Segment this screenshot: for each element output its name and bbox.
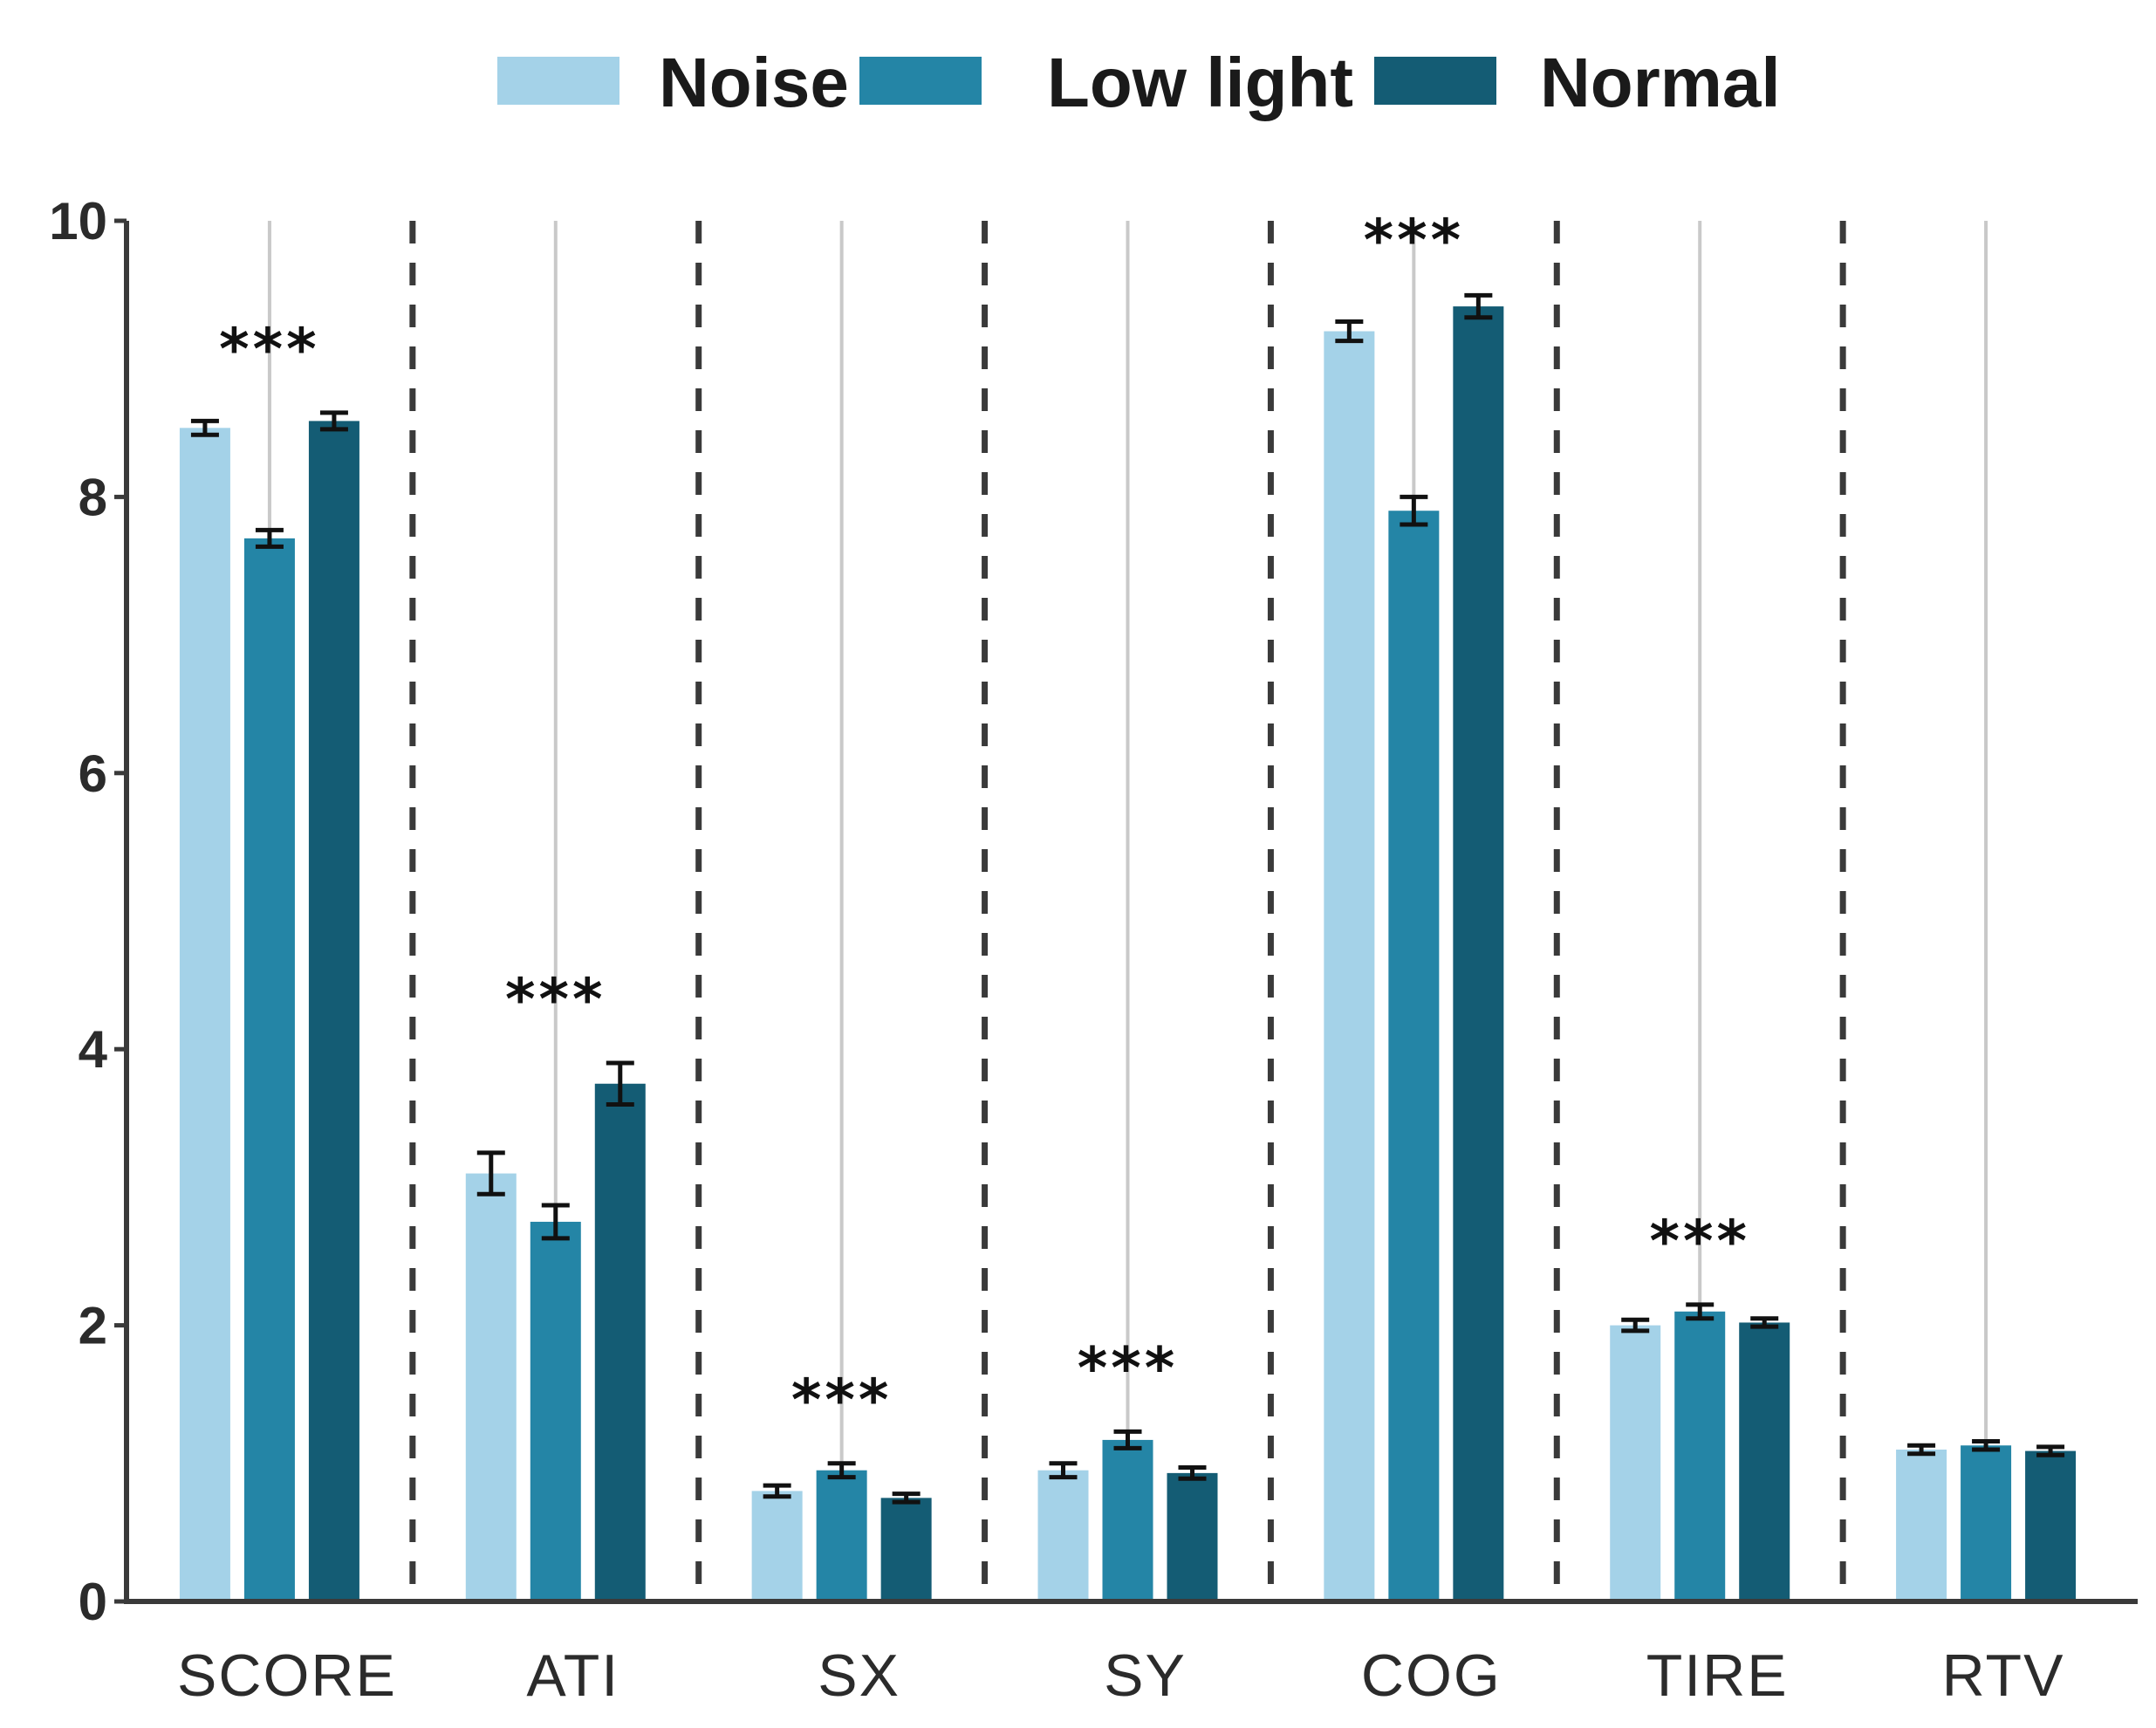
- significance-ati: ***: [505, 966, 606, 1033]
- legend-label-noise: Noise: [659, 44, 849, 121]
- bar-sx-noise: [751, 1491, 803, 1601]
- errorbar-ati-low-light: [541, 1203, 570, 1241]
- y-tick-label-2: 2: [79, 1297, 107, 1355]
- bar-ati-low-light: [530, 1221, 581, 1601]
- errorbar-rtv-noise: [1907, 1443, 1936, 1457]
- errorbar-sx-normal: [892, 1491, 921, 1505]
- bar-score-noise: [179, 428, 230, 1601]
- significance-tire: ***: [1649, 1208, 1750, 1275]
- errorbar-tire-low-light: [1686, 1302, 1715, 1321]
- errorbar-ati-normal: [606, 1060, 634, 1107]
- errorbar-tire-normal: [1750, 1316, 1779, 1329]
- bar-tire-noise: [1610, 1325, 1661, 1601]
- legend-label-normal: Normal: [1540, 44, 1781, 121]
- errorbar-rtv-normal: [2036, 1444, 2065, 1457]
- x-label-tire: TIRE: [1646, 1642, 1789, 1709]
- y-tick-label-0: 0: [79, 1573, 107, 1631]
- errorbar-tire-noise: [1621, 1317, 1650, 1334]
- x-axis-labels: SCORE ATI SX SY COG TIRE RTV: [177, 1642, 2065, 1709]
- y-tick-label-8: 8: [79, 468, 107, 526]
- errorbar-sy-low-light: [1113, 1429, 1142, 1450]
- legend-label-low-light: Low light: [1047, 44, 1353, 121]
- bar-sx-low-light: [816, 1470, 867, 1601]
- significance-cog: ***: [1364, 207, 1465, 274]
- bar-rtv-low-light: [1961, 1445, 2012, 1601]
- errorbar-sy-noise: [1049, 1461, 1078, 1480]
- error-bars: [190, 292, 2065, 1505]
- x-label-ati: ATI: [526, 1642, 619, 1709]
- group-separators: [409, 221, 1846, 1601]
- legend-swatch-normal: [1374, 57, 1496, 105]
- errorbar-sx-noise: [763, 1483, 791, 1499]
- bar-score-low-light: [243, 538, 295, 1601]
- bar-tire-normal: [1739, 1322, 1790, 1601]
- errorbar-score-low-light: [255, 527, 284, 549]
- x-label-cog: COG: [1361, 1642, 1502, 1709]
- y-tick-label-10: 10: [49, 192, 107, 250]
- significance-sx: ***: [791, 1367, 893, 1434]
- x-label-sy: SY: [1104, 1642, 1187, 1709]
- y-axis-ticks: 0 2 4 6 8 10: [49, 192, 127, 1631]
- axes: [124, 221, 2138, 1604]
- bar-ati-noise: [465, 1173, 517, 1601]
- legend-swatch-low-light: [859, 57, 982, 105]
- bar-sy-noise: [1037, 1470, 1089, 1601]
- legend-swatch-noise: [497, 57, 619, 105]
- errorbar-rtv-low-light: [1972, 1438, 2001, 1452]
- errorbar-score-noise: [190, 418, 219, 437]
- x-label-score: SCORE: [177, 1642, 397, 1709]
- y-tick-label-6: 6: [79, 744, 107, 803]
- bar-rtv-noise: [1896, 1449, 1947, 1601]
- errorbar-sx-low-light: [827, 1461, 856, 1480]
- bar-sy-low-light: [1102, 1439, 1153, 1601]
- errorbar-cog-normal: [1464, 292, 1493, 320]
- bar-rtv-normal: [2025, 1450, 2077, 1601]
- significance-annotations: *** *** *** *** *** ***: [219, 207, 1750, 1434]
- x-label-sx: SX: [818, 1642, 900, 1709]
- bar-cog-normal: [1453, 306, 1504, 1602]
- significance-score: ***: [219, 316, 320, 383]
- errorbar-ati-noise: [476, 1150, 505, 1197]
- bar-sy-normal: [1167, 1472, 1218, 1601]
- bars: [179, 306, 2077, 1602]
- x-label-rtv: RTV: [1942, 1642, 2065, 1709]
- y-tick-label-4: 4: [79, 1020, 108, 1079]
- errorbar-cog-low-light: [1400, 494, 1428, 527]
- bar-sx-normal: [880, 1498, 932, 1601]
- bar-ati-normal: [594, 1083, 646, 1601]
- errorbar-score-normal: [319, 410, 348, 432]
- bar-tire-low-light: [1674, 1311, 1726, 1601]
- bar-cog-noise: [1324, 331, 1375, 1601]
- errorbar-cog-noise: [1335, 319, 1364, 344]
- bar-cog-low-light: [1388, 511, 1440, 1601]
- legend: Noise Low light Normal: [497, 44, 1781, 121]
- significance-sy: ***: [1078, 1334, 1179, 1402]
- bar-score-normal: [308, 421, 359, 1601]
- errorbar-sy-normal: [1178, 1465, 1207, 1481]
